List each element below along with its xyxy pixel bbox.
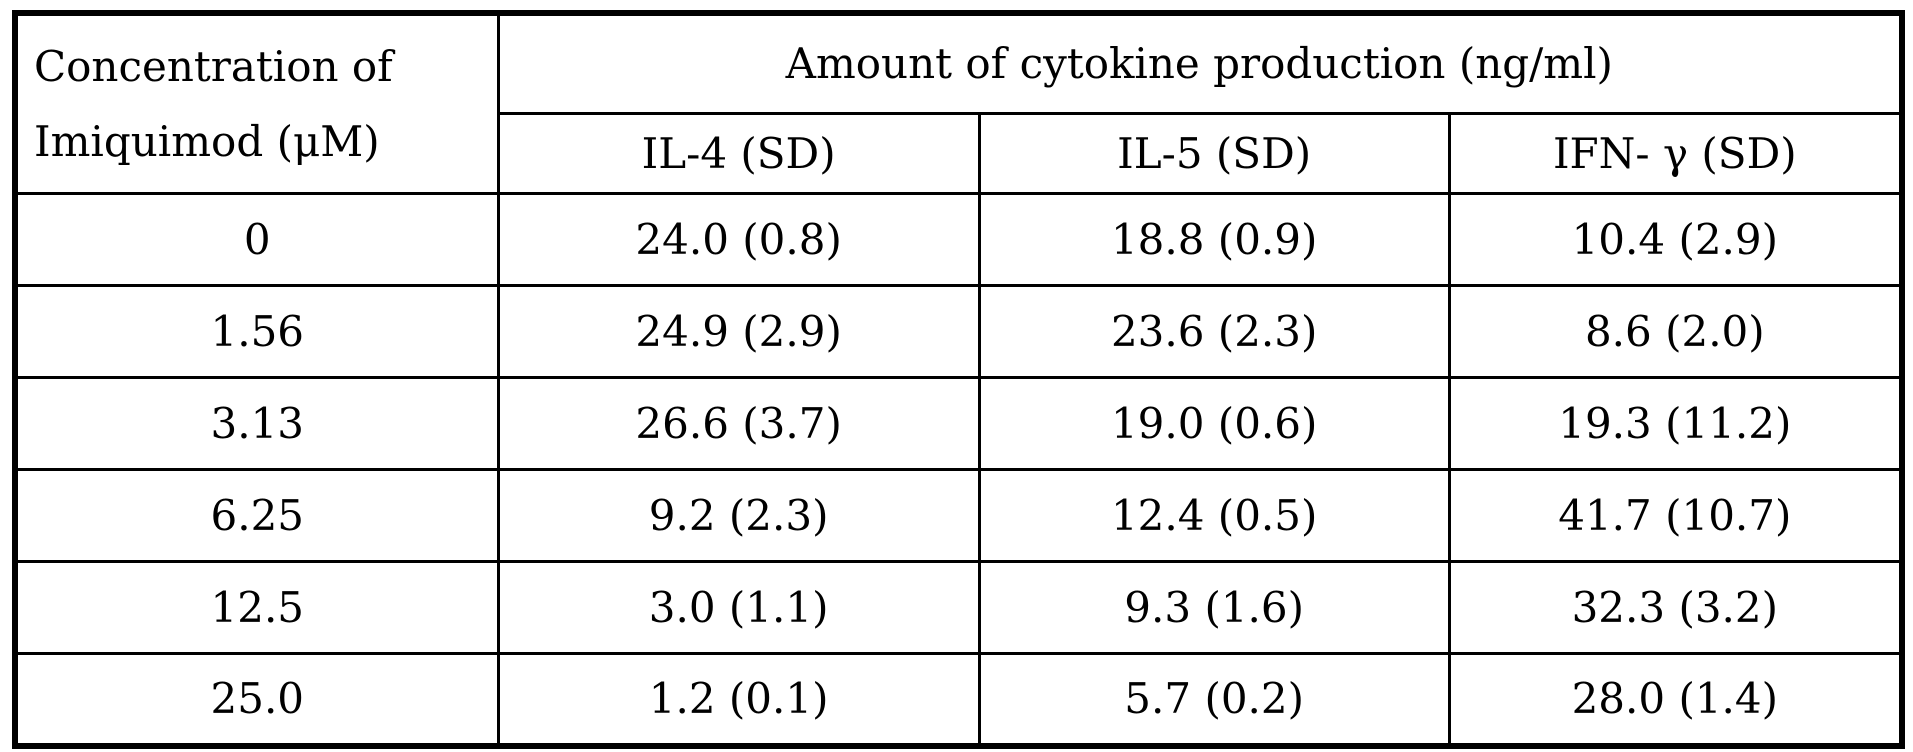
header-concentration-lines: Concentration of Imiquimod (μM) xyxy=(18,16,495,191)
cell-il5: 19.0 (0.6) xyxy=(977,376,1451,471)
cell-il4: 24.9 (2.9) xyxy=(496,284,981,379)
header-il5: IL-5 (SD) xyxy=(977,111,1451,196)
cell-concentration: 6.25 xyxy=(13,468,500,563)
table-row: 0 24.0 (0.8) 18.8 (0.9) 10.4 (2.9) xyxy=(13,192,1904,287)
cell-concentration: 25.0 xyxy=(13,652,500,747)
table-row: 3.13 26.6 (3.7) 19.0 (0.6) 19.3 (11.2) xyxy=(13,376,1904,471)
cytokine-production-table: Concentration of Imiquimod (μM) Amount o… xyxy=(12,10,1905,749)
cell-concentration: 12.5 xyxy=(13,560,500,655)
table-row: 6.25 9.2 (2.3) 12.4 (0.5) 41.7 (10.7) xyxy=(13,468,1904,563)
header-concentration: Concentration of Imiquimod (μM) xyxy=(13,11,500,195)
cell-il4: 3.0 (1.1) xyxy=(496,560,981,655)
cell-il5: 5.7 (0.2) xyxy=(977,652,1451,747)
header-row-sub: IL-4 (SD) IL-5 (SD) IFN- γ (SD) xyxy=(15,111,1904,196)
cell-ifn-gamma: 10.4 (2.9) xyxy=(1447,192,1904,287)
cell-il4: 9.2 (2.3) xyxy=(496,468,981,563)
cell-ifn-gamma: 32.3 (3.2) xyxy=(1447,560,1904,655)
cell-ifn-gamma: 41.7 (10.7) xyxy=(1447,468,1904,563)
table-row: 1.56 24.9 (2.9) 23.6 (2.3) 8.6 (2.0) xyxy=(13,284,1904,379)
header-cytokine-group: Amount of cytokine production (ng/ml) xyxy=(496,11,1904,115)
header-row-group: Concentration of Imiquimod (μM) Amount o… xyxy=(13,11,1904,195)
cell-concentration: 1.56 xyxy=(13,284,500,379)
header-il4: IL-4 (SD) xyxy=(496,111,981,196)
cell-ifn-gamma: 19.3 (11.2) xyxy=(1447,376,1904,471)
cell-ifn-gamma: 28.0 (1.4) xyxy=(1447,652,1904,747)
table-row: 25.0 1.2 (0.1) 5.7 (0.2) 28.0 (1.4) xyxy=(13,652,1904,747)
header-ifn-gamma: IFN- γ (SD) xyxy=(1447,111,1904,196)
cell-ifn-gamma: 8.6 (2.0) xyxy=(1447,284,1904,379)
cell-il5: 12.4 (0.5) xyxy=(977,468,1451,563)
cell-concentration: 3.13 xyxy=(13,376,500,471)
cell-il4: 24.0 (0.8) xyxy=(496,192,981,287)
header-concentration-line1: Concentration of xyxy=(34,42,393,91)
cell-il5: 9.3 (1.6) xyxy=(977,560,1451,655)
header-concentration-line2: Imiquimod (μM) xyxy=(34,117,380,166)
table-row: 12.5 3.0 (1.1) 9.3 (1.6) 32.3 (3.2) xyxy=(13,560,1904,655)
cell-il4: 26.6 (3.7) xyxy=(496,376,981,471)
cell-il5: 23.6 (2.3) xyxy=(977,284,1451,379)
cell-il4: 1.2 (0.1) xyxy=(496,652,981,747)
cell-concentration: 0 xyxy=(13,192,500,287)
cell-il5: 18.8 (0.9) xyxy=(977,192,1451,287)
